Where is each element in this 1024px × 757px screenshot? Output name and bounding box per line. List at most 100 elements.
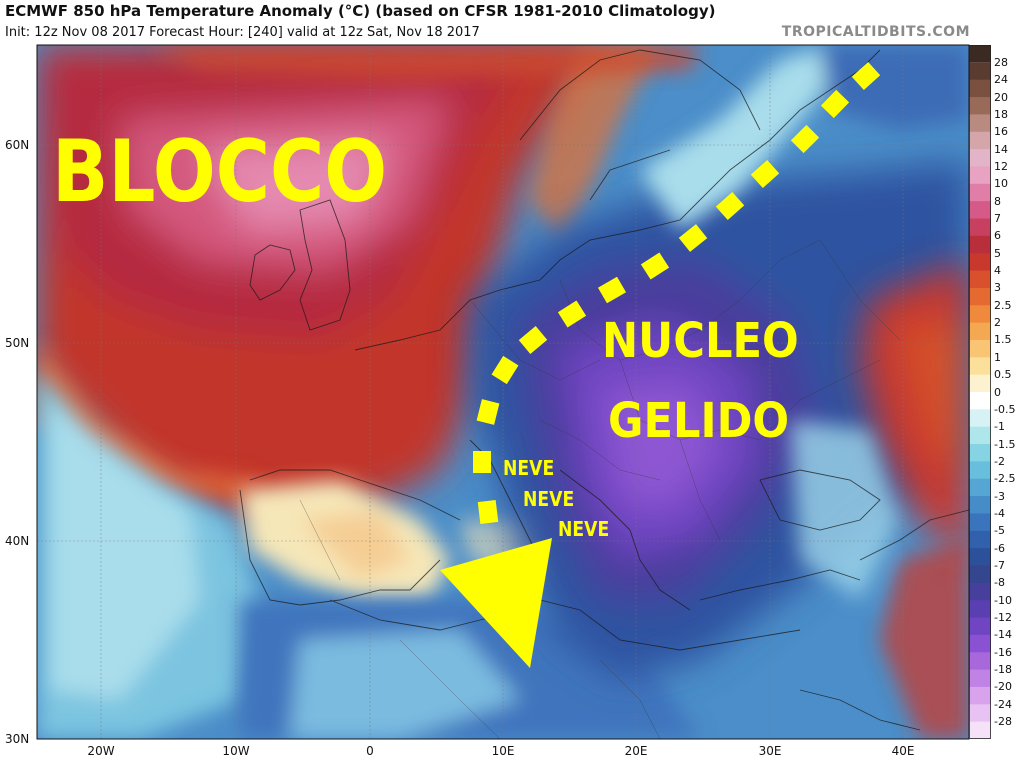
lat-label-40n: 40N [5,534,30,548]
lon-label-20w: 20W [87,744,115,757]
lon-label-0: 0 [366,744,374,757]
colorbar-level-label: 24 [994,73,1008,87]
warm-north-edge [150,45,700,80]
colorbar-swatch [969,305,991,324]
annotation-gelido: GELIDO [608,393,790,449]
colorbar-swatch [969,669,991,688]
arrow-dash [518,326,548,354]
arrow-head [440,538,552,668]
lon-label-10e: 10E [491,744,515,757]
colorbar-swatch [969,374,991,393]
colorbar-level-label: -5 [994,524,1005,538]
annotation-neve-1: NEVE [503,456,555,480]
anomaly-field [37,45,969,739]
lon-label-30e: 30E [758,744,782,757]
colorbar-level-label: 1 [994,350,1001,364]
colorbar-level-label: -18 [994,663,1012,677]
colorbar-swatch [969,149,991,168]
arrow-dash [473,451,491,473]
colorbar-level-label: 1.5 [994,333,1012,347]
annotation-neve-2: NEVE [523,487,575,511]
arrow-dash [476,399,500,425]
colorbar-level-label: 0.5 [994,368,1012,382]
colorbar-level-label: -16 [994,645,1012,659]
colorbar-level-label: 10 [994,177,1008,191]
colorbar-swatch [969,218,991,237]
colorbar-level-label: 20 [994,90,1008,104]
arrow-dash [640,252,670,280]
graticule [37,45,969,739]
colorbar-swatch [969,235,991,254]
arrow-dash [790,124,820,154]
arrow-dash [557,300,587,328]
cool-band-northeast [640,45,969,230]
colorbar-level-label: -0.5 [994,402,1016,416]
lat-label-50n: 50N [5,336,30,350]
colorbar-level-label: 8 [994,194,1001,208]
colorbar-swatch [969,357,991,376]
colorbar-swatch [969,478,991,497]
colorbar-swatch [969,704,991,723]
colorbar [969,45,991,739]
annotation-neve-3: NEVE [558,517,610,541]
colorbar-level-label: 2.5 [994,298,1012,312]
colorbar-swatch [969,79,991,98]
colorbar-level-label: -6 [994,541,1005,555]
colorbar-level-label: 12 [994,159,1008,173]
arrow-dash [820,89,850,119]
colorbar-level-label: -2.5 [994,472,1016,486]
colorbar-level-label: 14 [994,142,1008,156]
colorbar-swatch [969,287,991,306]
chart-title: ECMWF 850 hPa Temperature Anomaly (°C) (… [5,2,716,20]
colorbar-level-label: 0 [994,385,1001,399]
colorbar-level-label: 6 [994,229,1001,243]
colorbar-swatch [969,62,991,81]
colorbar-level-label: 28 [994,55,1008,69]
colorbar-swatch [969,565,991,584]
colorbar-swatch [969,201,991,220]
arrow-dash [477,500,499,524]
colorbar-swatch [969,97,991,115]
colorbar-swatch [969,600,991,619]
cold-air-arrow [440,61,881,668]
arrow-dash [597,276,627,304]
colorbar-swatch [969,131,991,150]
colorbar-swatch [969,444,991,462]
colorbar-swatch [969,426,991,445]
colorbar-level-label: -20 [994,680,1012,694]
colorbar-level-label: 18 [994,107,1008,121]
lat-label-60n: 60N [5,138,30,152]
colorbar-level-label: -14 [994,628,1012,642]
annotation-nucleo: NUCLEO [602,313,799,369]
colorbar-level-label: -7 [994,559,1005,572]
colorbar-level-label: -3 [994,489,1005,503]
colorbar-swatch [969,322,991,341]
colorbar-swatch [969,114,991,133]
colorbar-level-label: -2 [994,454,1005,468]
colorbar-level-label: -1.5 [994,437,1016,451]
lon-label-40e: 40E [891,744,915,757]
colorbar-level-label: 4 [994,264,1001,278]
colorbar-swatch [969,253,991,272]
coastlines [239,49,970,731]
colorbar-level-label: -1 [994,420,1005,434]
arrow-dash [750,159,780,189]
colorbar-swatch [969,634,991,653]
colorbar-level-label: -8 [994,576,1005,590]
colorbar-swatch [969,166,991,185]
colorbar-swatch [969,409,991,428]
colorbar-swatch [969,392,991,410]
colorbar-swatch [969,582,991,601]
colorbar-level-label: 16 [994,125,1008,139]
colorbar-level-label: -28 [994,715,1012,729]
arrow-dash [851,61,881,91]
colorbar-swatch [969,270,991,289]
colorbar-swatch [969,548,991,567]
colorbar-swatch [969,339,991,358]
colorbar-level-label: 7 [994,212,1001,225]
colorbar-swatch [969,686,991,705]
cold-core [470,160,969,680]
chart-subtitle: Init: 12z Nov 08 2017 Forecast Hour: [24… [5,25,480,40]
